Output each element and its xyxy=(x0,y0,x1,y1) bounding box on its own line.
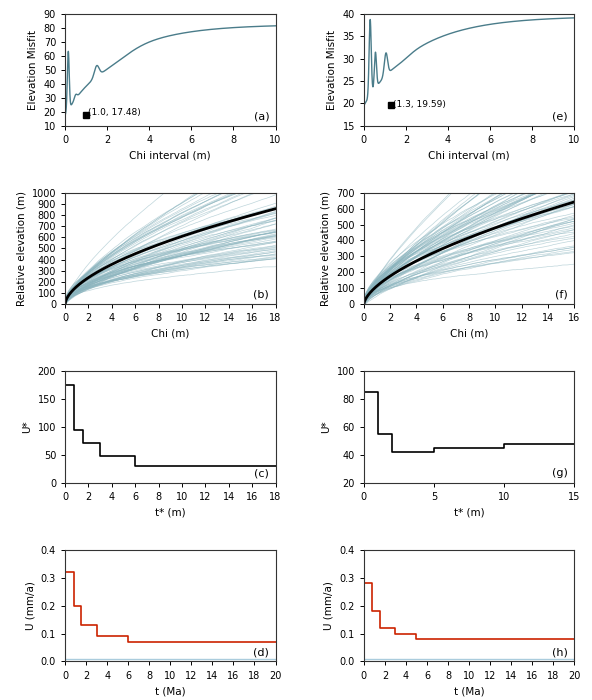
X-axis label: t (Ma): t (Ma) xyxy=(453,686,484,696)
Y-axis label: U*: U* xyxy=(321,421,331,433)
Text: (d): (d) xyxy=(253,647,269,657)
Y-axis label: U (mm/a): U (mm/a) xyxy=(25,581,35,630)
Text: (h): (h) xyxy=(552,647,568,657)
X-axis label: t* (m): t* (m) xyxy=(155,508,186,517)
X-axis label: t* (m): t* (m) xyxy=(453,508,484,517)
Text: (b): (b) xyxy=(253,290,269,300)
X-axis label: Chi (m): Chi (m) xyxy=(151,329,189,339)
Y-axis label: U*: U* xyxy=(22,421,32,433)
X-axis label: t (Ma): t (Ma) xyxy=(155,686,186,696)
Y-axis label: Elevation Misfit: Elevation Misfit xyxy=(28,30,38,110)
Text: (a): (a) xyxy=(253,111,269,121)
X-axis label: Chi interval (m): Chi interval (m) xyxy=(428,150,510,160)
X-axis label: Chi interval (m): Chi interval (m) xyxy=(130,150,211,160)
X-axis label: Chi (m): Chi (m) xyxy=(450,329,488,339)
Text: (1.3, 19.59): (1.3, 19.59) xyxy=(393,100,446,109)
Text: (f): (f) xyxy=(555,290,568,300)
Y-axis label: U (mm/a): U (mm/a) xyxy=(324,581,334,630)
Text: (e): (e) xyxy=(552,111,568,121)
Text: (g): (g) xyxy=(552,468,568,478)
Y-axis label: Elevation Misfit: Elevation Misfit xyxy=(327,30,337,110)
Text: (c): (c) xyxy=(255,468,269,478)
Y-axis label: Relative elevation (m): Relative elevation (m) xyxy=(321,191,331,306)
Text: (1.0, 17.48): (1.0, 17.48) xyxy=(88,108,140,116)
Y-axis label: Relative elevation (m): Relative elevation (m) xyxy=(16,191,26,306)
